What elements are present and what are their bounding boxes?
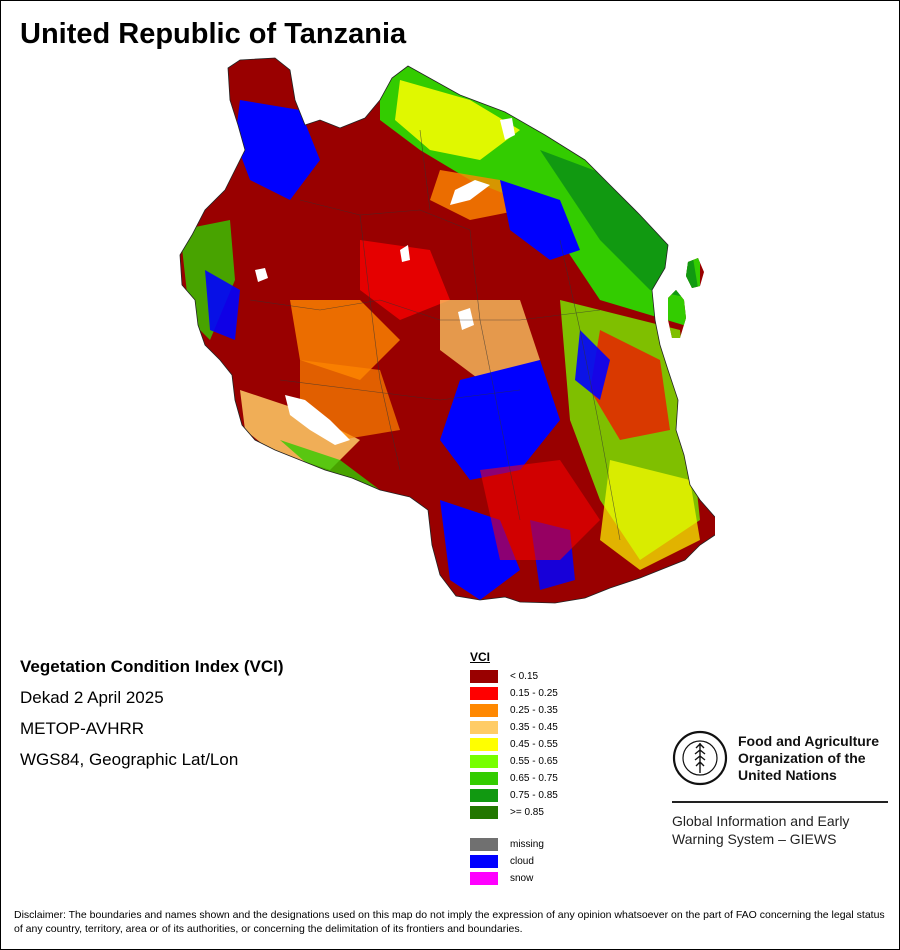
divider [672, 801, 888, 803]
legend-swatch [470, 687, 498, 700]
legend-label: 0.65 - 0.75 [510, 773, 558, 784]
legend-label: snow [510, 873, 534, 884]
map-title: United Republic of Tanzania [20, 18, 407, 50]
sensor: METOP-AVHRR [20, 719, 145, 738]
giews-line2: Warning System – GIEWS [672, 831, 837, 847]
giews-name: Global Information and Early Warning Sys… [672, 812, 849, 848]
legend-swatch [470, 755, 498, 768]
fao-name-line1: Food and Agriculture [738, 733, 880, 749]
legend-swatch [470, 855, 498, 868]
legend-swatch [470, 670, 498, 683]
legend-swatch [470, 838, 498, 851]
legend-swatch [470, 721, 498, 734]
disclaimer: Disclaimer: The boundaries and names sho… [14, 909, 885, 935]
legend-swatch [470, 704, 498, 717]
legend-title: VCI [470, 650, 491, 664]
legend-swatch [470, 872, 498, 885]
fao-logo-icon [672, 730, 728, 786]
legend-label: cloud [510, 856, 534, 867]
legend-label: 0.75 - 0.85 [510, 790, 558, 801]
legend: VCI < 0.15 0.15 - 0.25 0.25 - 0.35 0.35 - 0… [470, 650, 590, 908]
legend-label: 0.35 - 0.45 [510, 722, 558, 733]
legend-swatch [470, 738, 498, 751]
legend-label: missing [510, 839, 544, 850]
map-info: Vegetation Condition Index (VCI) Dekad 2… [20, 655, 284, 779]
legend-label: 0.15 - 0.25 [510, 688, 558, 699]
giews-line1: Global Information and Early [672, 813, 850, 829]
fao-name-line3: United Nations [738, 767, 837, 783]
legend-label: 0.45 - 0.55 [510, 739, 558, 750]
legend-swatch [470, 772, 498, 785]
legend-label: 0.55 - 0.65 [510, 756, 558, 767]
fao-name: Food and Agriculture Organization of the… [738, 733, 879, 784]
legend-label: >= 0.85 [510, 807, 544, 818]
projection: WGS84, Geographic Lat/Lon [20, 750, 239, 769]
period: Dekad 2 April 2025 [20, 688, 164, 707]
legend-label: < 0.15 [510, 671, 539, 682]
legend-label: 0.25 - 0.35 [510, 705, 558, 716]
fao-name-line2: Organization of the [738, 750, 866, 766]
legend-swatch [470, 806, 498, 819]
legend-swatch [470, 789, 498, 802]
index-name: Vegetation Condition Index (VCI) [20, 657, 284, 676]
vci-map [179, 57, 715, 604]
